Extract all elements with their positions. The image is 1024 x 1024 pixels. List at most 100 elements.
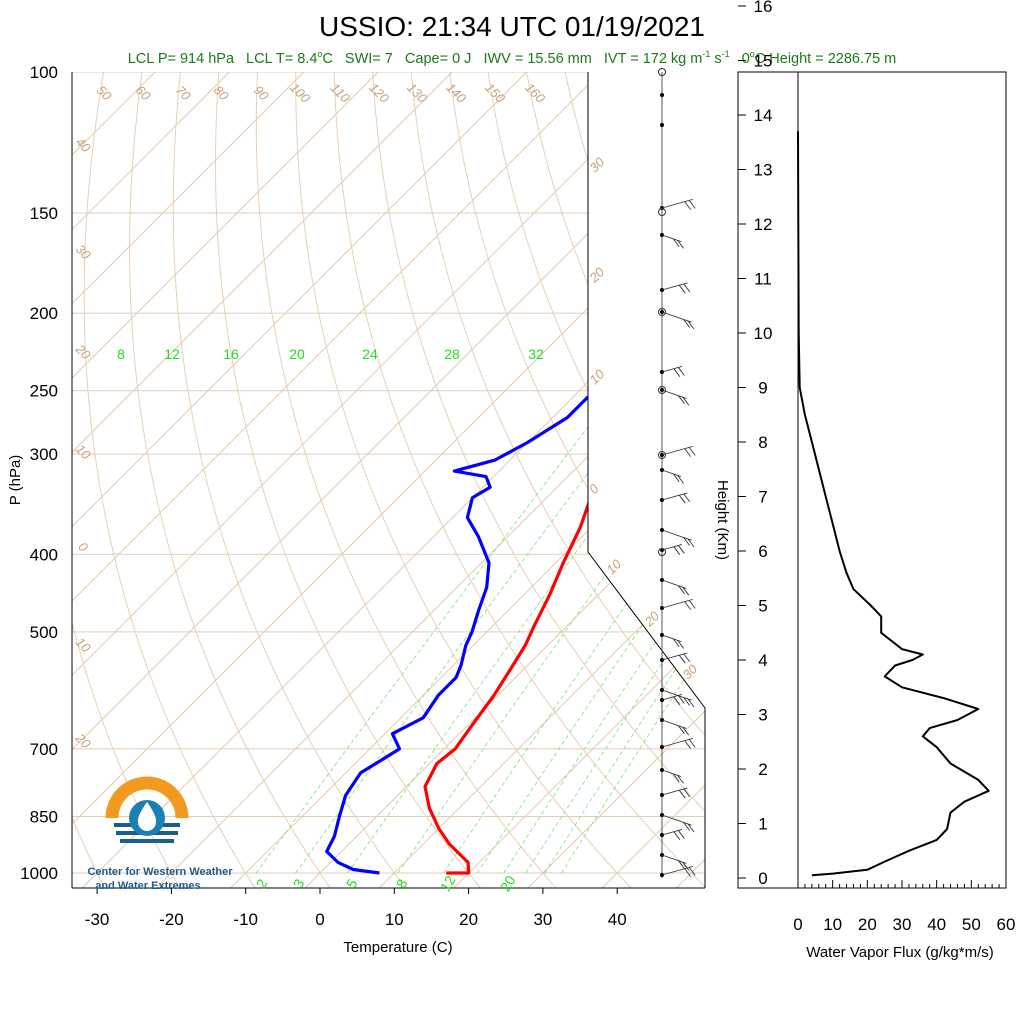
isotherm bbox=[72, 72, 337, 888]
height-tick-label: 13 bbox=[754, 161, 773, 180]
zero-height: 0 bbox=[742, 51, 750, 67]
wind-barb bbox=[661, 865, 693, 876]
wind-barb bbox=[661, 282, 688, 291]
wind-barb bbox=[661, 198, 693, 209]
wind-barb bbox=[661, 529, 692, 541]
wind-barb-flag bbox=[688, 600, 696, 609]
height-tick-label: 11 bbox=[754, 270, 772, 289]
guide-label: 12 bbox=[164, 346, 180, 362]
dry-adiabat bbox=[128, 72, 332, 888]
wind-barb-flag bbox=[678, 789, 686, 799]
wind-barb-flag bbox=[677, 695, 685, 704]
temperature-tick-label: 20 bbox=[459, 910, 478, 929]
flux-tick-label: 50 bbox=[962, 915, 981, 934]
wind-barb bbox=[661, 543, 683, 551]
height-tick-label: 2 bbox=[758, 760, 767, 779]
isotherm bbox=[72, 72, 262, 888]
calm-wind-circle bbox=[658, 548, 666, 556]
calm-wind-circle bbox=[658, 208, 666, 216]
wind-barb bbox=[661, 365, 683, 373]
mixing-ratio-line bbox=[544, 361, 705, 874]
temperature-tick-label: -10 bbox=[233, 910, 258, 929]
flux-tick-label: 0 bbox=[793, 915, 802, 934]
guide-label: 24 bbox=[362, 346, 378, 362]
guide-label: 70 bbox=[173, 82, 194, 103]
wind-barb-flag bbox=[677, 640, 684, 649]
wind-barb bbox=[661, 719, 687, 729]
wind-barb-flag bbox=[684, 601, 692, 610]
height-tick-label: 7 bbox=[758, 488, 767, 507]
temperature-tick-label: -20 bbox=[159, 910, 184, 929]
isotherm bbox=[72, 72, 559, 888]
guide-label: 130 bbox=[404, 80, 430, 106]
wind-barb bbox=[661, 492, 688, 501]
wind-barb-flag bbox=[677, 367, 685, 376]
dry-adiabat bbox=[333, 72, 705, 888]
dry-adiabat bbox=[172, 72, 408, 888]
wind-barb-flag bbox=[677, 475, 684, 484]
wind-barb-flag bbox=[677, 830, 685, 839]
wind-barb-flag bbox=[678, 860, 685, 869]
guide-label: 20 bbox=[586, 264, 608, 286]
wind-barb-flag bbox=[672, 473, 680, 483]
wind-barb-flag bbox=[682, 396, 690, 406]
isotherm bbox=[72, 72, 705, 888]
flux-profile bbox=[797, 131, 990, 877]
flux-tick-label: 10 bbox=[823, 915, 842, 934]
dry-adiabat bbox=[72, 72, 106, 888]
guide-label: 30 bbox=[73, 241, 94, 262]
wind-barb-flag bbox=[683, 788, 691, 798]
wind-barb bbox=[661, 311, 692, 323]
guide-label: 160 bbox=[522, 80, 548, 106]
flux-y-label: Height (Km) bbox=[714, 480, 731, 560]
pressure-tick-label: 300 bbox=[30, 445, 58, 464]
skewt-frame bbox=[587, 72, 706, 888]
height-tick-label: 14 bbox=[754, 106, 773, 125]
chart-subtitle: LCL P= 914 hPa LCL T= 8.4oC SWI= 7 Cape=… bbox=[128, 45, 897, 67]
dry-adiabat bbox=[83, 72, 257, 888]
guide-label: 28 bbox=[444, 346, 460, 362]
wind-barb-flag bbox=[687, 823, 695, 833]
flux-x-label: Water Vapor Flux (g/kg*m/s) bbox=[806, 944, 994, 961]
mixing-ratio-line bbox=[295, 361, 672, 874]
isotherm bbox=[292, 72, 705, 888]
temperature-tick-label: 0 bbox=[315, 910, 324, 929]
pressure-tick-labels: 100 150 200 250 300 400 500 700 850 1000 bbox=[20, 63, 58, 883]
dry-adiabat bbox=[669, 72, 705, 888]
wind-barb-flag bbox=[678, 284, 686, 294]
wind-barb-flag bbox=[684, 448, 692, 457]
wind-barb-flag bbox=[677, 775, 684, 784]
chart-title: USSIO: 21:34 UTC 01/19/2021 bbox=[319, 11, 705, 42]
wind-level-dot bbox=[660, 93, 664, 97]
guide-label: 2 bbox=[253, 876, 271, 891]
iwv: IWV = 15.56 mm bbox=[483, 51, 591, 67]
dry-adiabat bbox=[72, 72, 182, 888]
dry-adiabat bbox=[557, 72, 705, 888]
height-tick-label: 1 bbox=[758, 815, 767, 834]
guide-label: 140 bbox=[443, 80, 469, 106]
guide-label: 16 bbox=[223, 346, 239, 362]
dry-adiabat bbox=[445, 72, 705, 888]
wind-barb-flag bbox=[678, 585, 685, 594]
wind-barb-flag bbox=[688, 447, 696, 456]
guide-label: 5 bbox=[343, 876, 361, 891]
guide-label: 120 bbox=[366, 80, 392, 106]
wind-barb bbox=[661, 693, 683, 701]
temperature-tick-label: -30 bbox=[85, 910, 110, 929]
wind-barb-flag bbox=[688, 867, 696, 876]
guide-label: 0 bbox=[75, 539, 91, 555]
guide-label: 150 bbox=[482, 80, 508, 106]
dry-adiabat bbox=[632, 72, 705, 888]
isotherm bbox=[218, 72, 705, 888]
flux-tick-label: 40 bbox=[927, 915, 946, 934]
wind-barb-flag bbox=[683, 493, 691, 503]
isotherm bbox=[366, 72, 705, 888]
guide-label: 10 bbox=[73, 441, 94, 462]
guide-label: 30 bbox=[586, 154, 607, 175]
mixing-ratio-line bbox=[443, 361, 705, 874]
dry-adiabat bbox=[295, 72, 634, 888]
guide-labels: 50 60 70 80 90 100 110 120 130 140 150 160403020100… bbox=[72, 80, 701, 894]
wind-barb-flag bbox=[683, 537, 691, 546]
wind-barb-flag bbox=[672, 773, 680, 783]
